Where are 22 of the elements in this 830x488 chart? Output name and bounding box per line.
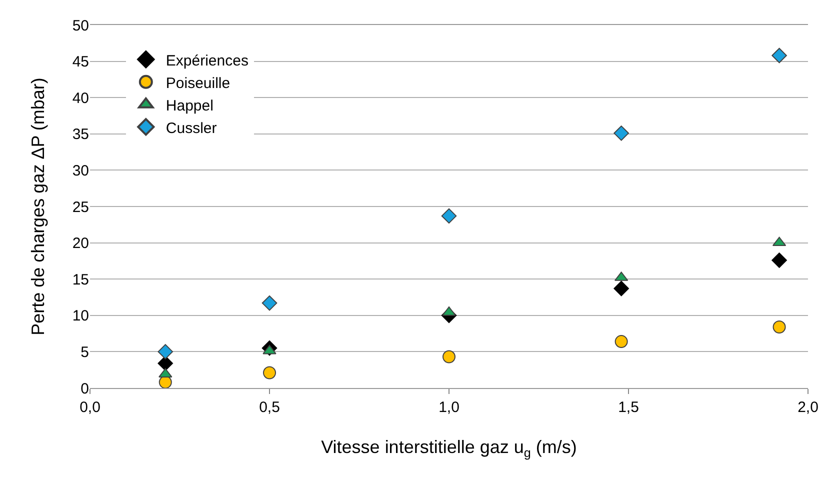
legend-label: Happel xyxy=(166,97,214,114)
legend-label: Cussler xyxy=(166,120,217,137)
y-tick-label: 15 xyxy=(72,271,89,288)
x-tick-label: 2,0 xyxy=(798,399,818,416)
y-tick-label: 45 xyxy=(72,54,89,71)
y-tick-label: 0 xyxy=(80,380,89,398)
legend-label: Expériences xyxy=(166,52,248,70)
x-tick-label: 0,0 xyxy=(80,399,100,416)
x-tick-label: 1,5 xyxy=(618,399,639,416)
y-tick-label: 35 xyxy=(72,126,89,144)
x-tick-label: 1,0 xyxy=(438,399,460,416)
y-tick-label: 30 xyxy=(72,162,89,180)
y-tick-label: 40 xyxy=(72,90,89,107)
y-tick-label: 25 xyxy=(72,198,89,216)
legend-label: Poiseuille xyxy=(166,74,230,92)
x-axis-title: Vitesse interstitielle gaz u$_{g}$ (m/s) xyxy=(321,437,577,460)
y-tick-label: 50 xyxy=(72,17,89,34)
y-tick-label: 10 xyxy=(72,308,89,325)
x-tick-label: 0,5 xyxy=(259,399,280,416)
y-tick-label: 20 xyxy=(72,235,89,252)
y-axis-title: Perte de charges gaz ΔP (mbar) xyxy=(28,78,48,336)
y-tick-label: 5 xyxy=(80,344,89,361)
